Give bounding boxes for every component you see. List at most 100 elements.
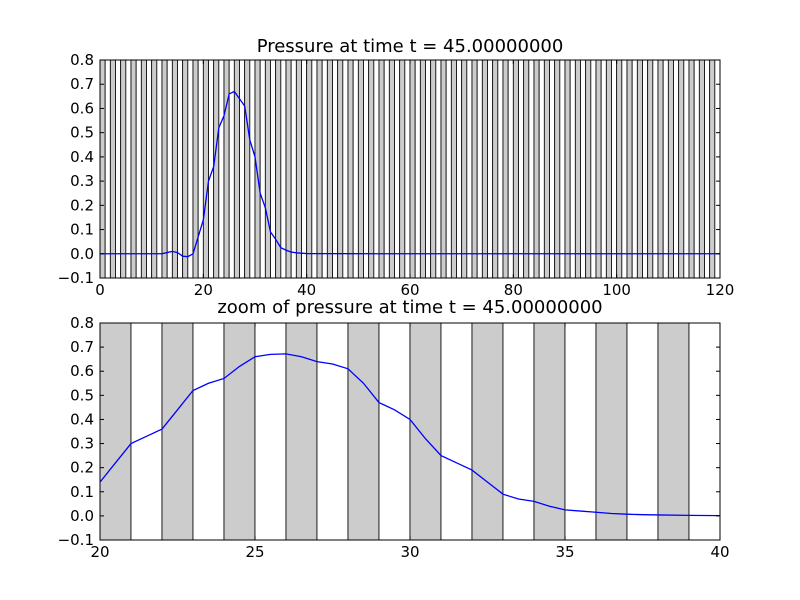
- y-tick-label: 0.6: [70, 99, 94, 117]
- white-band: [476, 59, 483, 279]
- y-tick-label: 0.4: [70, 148, 94, 166]
- y-tick-label: 0.1: [70, 221, 94, 239]
- x-tick-label: 40: [710, 543, 729, 561]
- y-tick-label: 0.5: [70, 124, 94, 142]
- shaded-band: [285, 322, 318, 541]
- y-tick-label: 0.6: [70, 362, 94, 380]
- white-band: [435, 59, 442, 279]
- white-band: [373, 59, 380, 279]
- shaded-band: [512, 59, 519, 279]
- shaded-band: [171, 59, 178, 279]
- white-band: [316, 322, 349, 541]
- shaded-band: [471, 59, 478, 279]
- white-band: [177, 59, 184, 279]
- x-tick-label: 20: [90, 543, 109, 561]
- white-band: [414, 59, 421, 279]
- shaded-band: [161, 322, 194, 541]
- white-band: [311, 59, 318, 279]
- white-band: [332, 59, 339, 279]
- shaded-band: [657, 322, 690, 541]
- white-band: [569, 59, 576, 279]
- white-band: [590, 59, 597, 279]
- white-band: [146, 59, 153, 279]
- y-tick-label: 0.0: [70, 245, 94, 263]
- white-band: [301, 59, 308, 279]
- shaded-band: [130, 59, 137, 279]
- shaded-band: [316, 59, 323, 279]
- white-band: [125, 59, 132, 279]
- white-band: [352, 59, 359, 279]
- shaded-band: [347, 59, 354, 279]
- tick-group: 0 20 40 60 80 100 120 −0.1 0.0 0.1 0.2 0.3 0.4 0.5 0.6…: [58, 51, 735, 299]
- shaded-band: [419, 59, 426, 279]
- shaded-band: [523, 59, 530, 279]
- white-band: [445, 59, 452, 279]
- pressure-plot: 0 20 40 60 80 100 120 −0.1 0.0 0.1 0.2 0.3 0.4 0.5 0.6…: [58, 36, 735, 299]
- shaded-band: [461, 59, 468, 279]
- shaded-band: [254, 59, 261, 279]
- x-tick-label: 120: [706, 281, 735, 299]
- white-band: [187, 59, 194, 279]
- white-band: [259, 59, 266, 279]
- shaded-band: [326, 59, 333, 279]
- shaded-band: [285, 59, 292, 279]
- white-band: [466, 59, 473, 279]
- shaded-band: [440, 59, 447, 279]
- shaded-band: [430, 59, 437, 279]
- white-band: [497, 59, 504, 279]
- white-band: [156, 59, 163, 279]
- white-band: [383, 59, 390, 279]
- white-band: [321, 59, 328, 279]
- shaded-band: [543, 59, 550, 279]
- shaded-band: [564, 59, 571, 279]
- y-tick-label: 0.5: [70, 386, 94, 404]
- x-tick-label: 30: [400, 543, 419, 561]
- shaded-band: [347, 322, 380, 541]
- shaded-band: [636, 59, 643, 279]
- white-band: [440, 322, 473, 541]
- shaded-band: [616, 59, 623, 279]
- shaded-band: [213, 59, 220, 279]
- white-band: [673, 59, 680, 279]
- shaded-band: [388, 59, 395, 279]
- shaded-band: [595, 59, 602, 279]
- y-tick-label: 0.0: [70, 507, 94, 525]
- y-tick-label: −0.1: [58, 531, 94, 549]
- y-tick-label: 0.8: [70, 314, 94, 332]
- shaded-band: [647, 59, 654, 279]
- white-band: [621, 59, 628, 279]
- shaded-band: [688, 59, 695, 279]
- white-band: [239, 59, 246, 279]
- white-band: [580, 59, 587, 279]
- white-band: [218, 59, 225, 279]
- shaded-band: [605, 59, 612, 279]
- white-band: [197, 59, 204, 279]
- shaded-band: [502, 59, 509, 279]
- shaded-band: [533, 59, 540, 279]
- white-band: [363, 59, 370, 279]
- shaded-band: [99, 322, 132, 541]
- shaded-band: [264, 59, 271, 279]
- y-tick-label: 0.4: [70, 410, 94, 428]
- shaded-band: [471, 322, 504, 541]
- shaded-band: [161, 59, 168, 279]
- x-tick-label: 40: [297, 281, 316, 299]
- shaded-band: [399, 59, 406, 279]
- white-band: [342, 59, 349, 279]
- white-band: [487, 59, 494, 279]
- white-band: [404, 59, 411, 279]
- shaded-band: [99, 59, 106, 279]
- x-tick-label: 100: [602, 281, 631, 299]
- shaded-band: [667, 59, 674, 279]
- y-tick-label: 0.2: [70, 196, 94, 214]
- white-band: [611, 59, 618, 279]
- y-tick-label: 0.7: [70, 75, 94, 93]
- shaded-band: [151, 59, 158, 279]
- shaded-band: [709, 59, 716, 279]
- y-tick-label: 0.1: [70, 483, 94, 501]
- shaded-band: [698, 59, 705, 279]
- white-band: [528, 59, 535, 279]
- white-band: [166, 59, 173, 279]
- white-band: [600, 59, 607, 279]
- shaded-band: [244, 59, 251, 279]
